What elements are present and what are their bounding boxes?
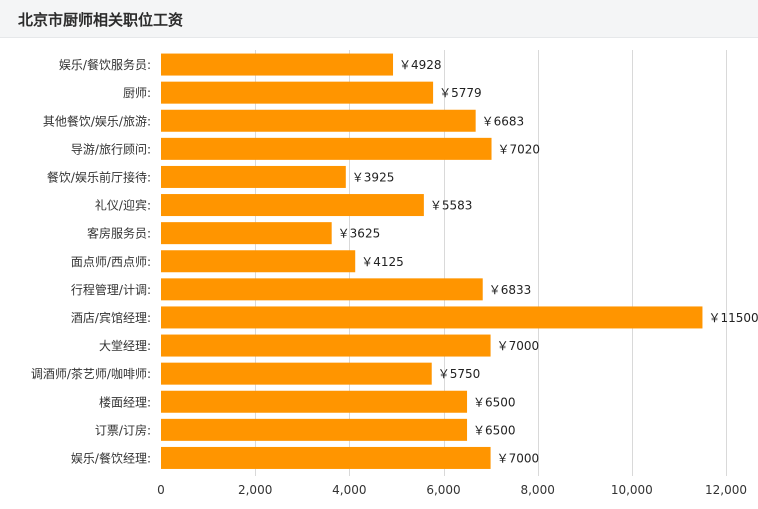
- x-tick-label: 12,000: [705, 483, 747, 497]
- category-label: 餐饮/娱乐前厅接待:: [47, 169, 151, 184]
- x-tick-label: 4,000: [332, 483, 366, 497]
- x-tick-label: 0: [157, 483, 165, 497]
- bar: [161, 362, 432, 385]
- value-label: ￥5583: [430, 199, 473, 213]
- category-label: 娱乐/餐饮经理:: [71, 450, 151, 465]
- value-label: ￥7000: [497, 339, 540, 353]
- category-label: 其他餐饮/娱乐/旅游:: [43, 113, 151, 128]
- bar: [161, 390, 468, 413]
- category-label: 厨师:: [123, 86, 151, 100]
- bar: [161, 81, 434, 104]
- category-label: 大堂经理:: [99, 339, 151, 353]
- bar: [161, 446, 491, 469]
- value-label: ￥11500: [708, 311, 758, 325]
- category-label: 客房服务员:: [87, 226, 151, 241]
- bar: [161, 250, 356, 273]
- chart-title: 北京市厨师相关职位工资: [18, 11, 184, 29]
- value-label: ￥4928: [399, 58, 442, 72]
- bar: [161, 418, 468, 441]
- bar: [161, 165, 346, 188]
- value-label: ￥4125: [361, 255, 404, 269]
- category-label: 面点师/西点师:: [71, 255, 151, 269]
- bar: [161, 109, 476, 132]
- value-label: ￥5779: [439, 86, 482, 100]
- value-label: ￥3625: [338, 227, 381, 241]
- bar: [161, 222, 332, 245]
- category-label: 订票/订房:: [95, 422, 151, 437]
- bar: [161, 53, 394, 76]
- x-tick-label: 6,000: [426, 483, 460, 497]
- category-label: 调酒师/茶艺师/咖啡师:: [31, 366, 151, 381]
- x-tick-label: 10,000: [611, 483, 653, 497]
- value-label: ￥3925: [352, 170, 395, 184]
- category-label: 娱乐/餐饮服务员:: [59, 57, 151, 72]
- bar: [161, 194, 424, 217]
- value-label: ￥6500: [473, 395, 516, 409]
- category-label: 酒店/宾馆经理:: [71, 310, 151, 325]
- salary-bar-chart: 娱乐/餐饮服务员: ￥4928 厨师: ￥5779 其他餐饮/娱乐/旅游: ￥6683 导游…: [31, 50, 758, 497]
- x-tick-label: 2,000: [238, 483, 272, 497]
- value-label: ￥6500: [473, 423, 516, 437]
- value-label: ￥5750: [438, 367, 481, 381]
- category-label: 行程管理/计调:: [71, 282, 151, 297]
- x-tick-label: 8,000: [520, 483, 554, 497]
- category-label: 导游/旅行顾问:: [71, 142, 151, 156]
- category-label: 楼面经理:: [99, 394, 151, 409]
- value-label: ￥6683: [482, 114, 525, 128]
- value-label: ￥7000: [497, 451, 540, 465]
- value-label: ￥6833: [489, 283, 532, 297]
- bar: [161, 306, 703, 329]
- bar: [161, 137, 492, 160]
- value-label: ￥7020: [498, 142, 541, 156]
- bar: [161, 334, 491, 357]
- bar: [161, 278, 483, 301]
- category-label: 礼仪/迎宾:: [95, 198, 151, 213]
- chart-header: 北京市厨师相关职位工资: [0, 0, 758, 38]
